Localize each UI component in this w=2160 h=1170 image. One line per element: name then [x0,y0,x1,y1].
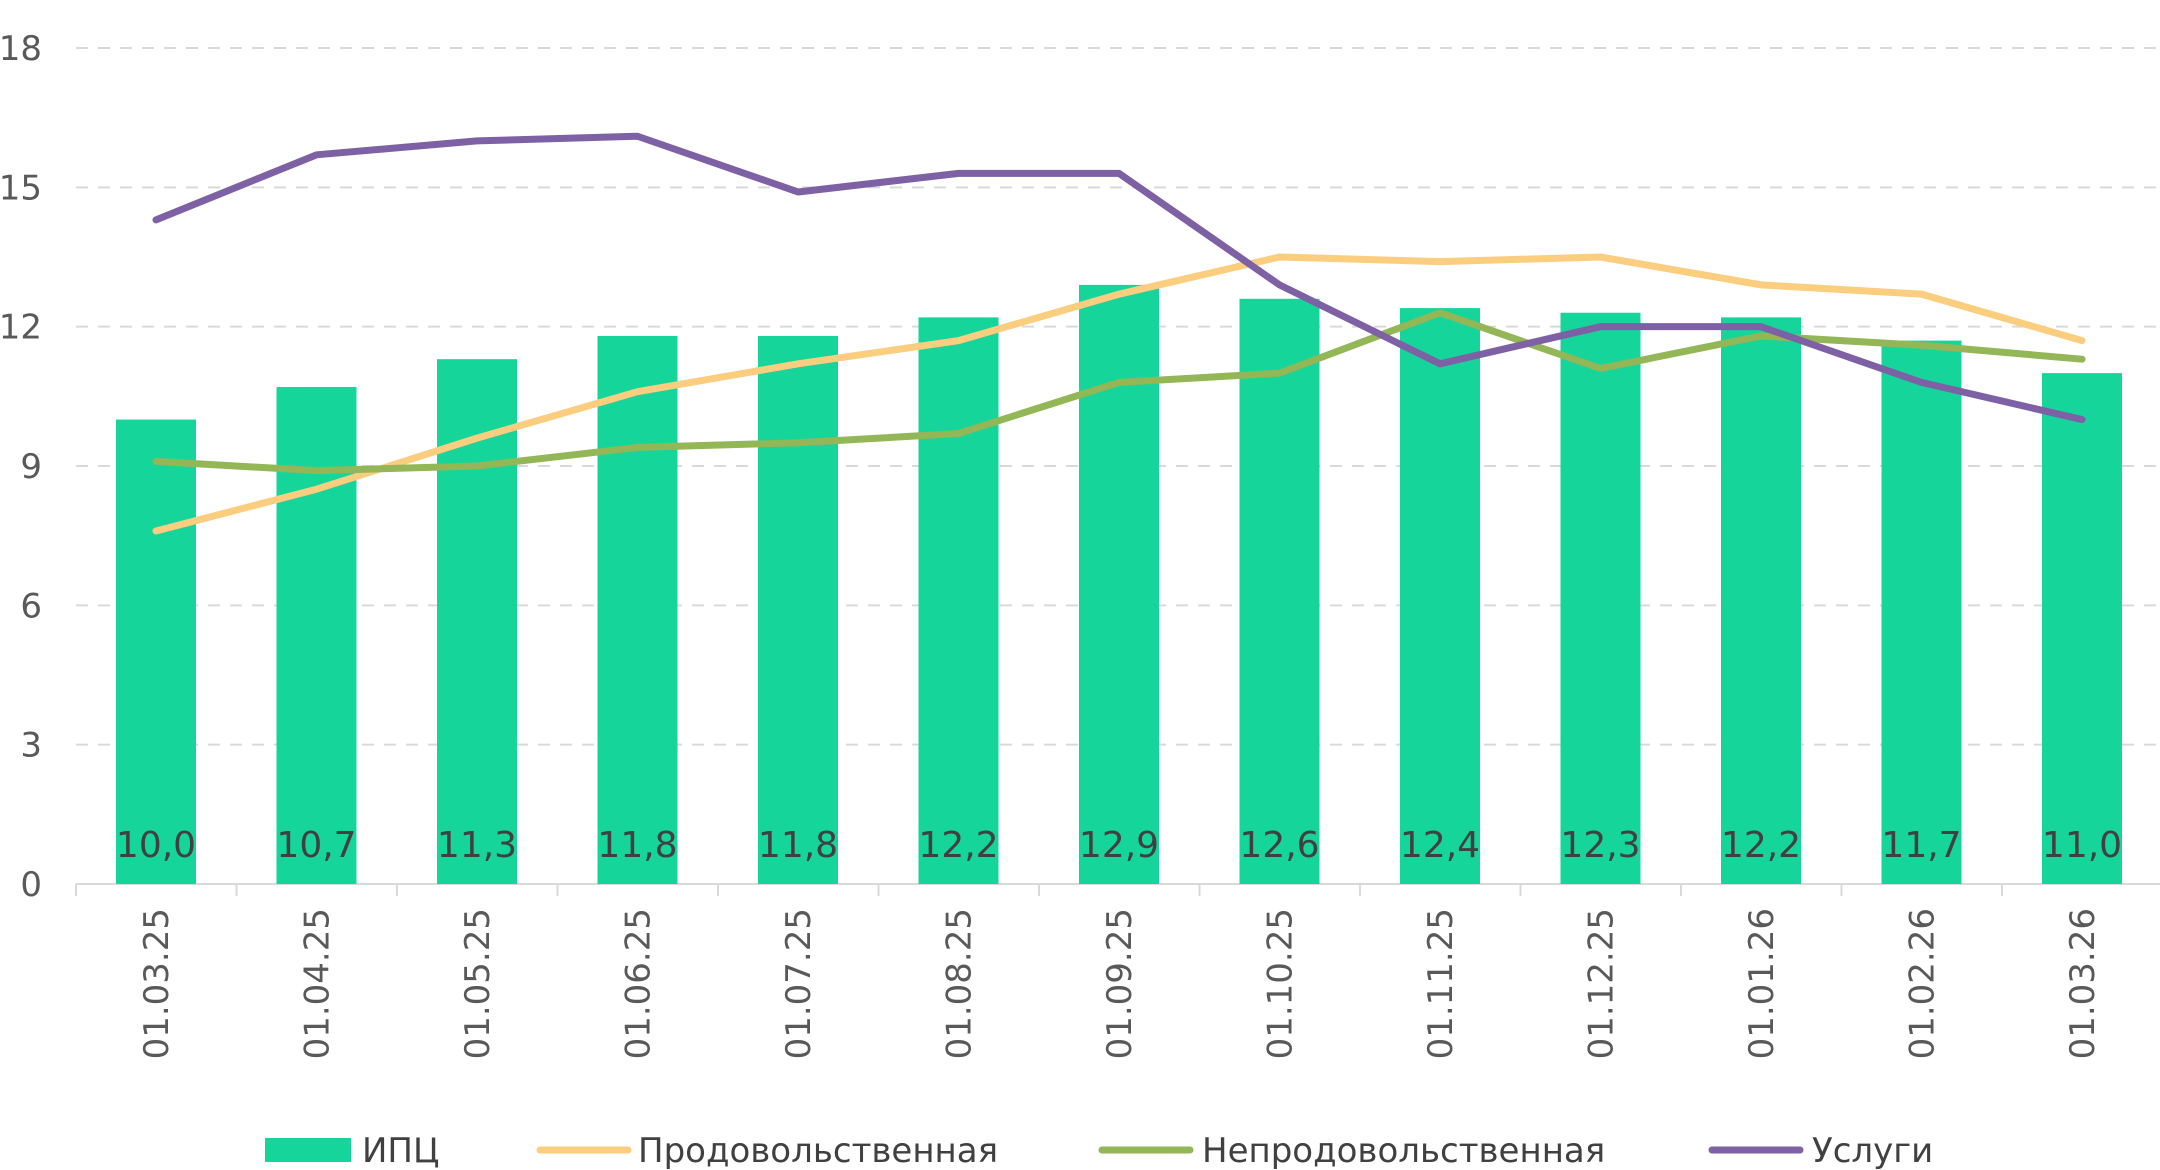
y-tick-label: 18 [0,29,42,69]
bar [276,387,357,884]
y-tick-label: 6 [20,586,42,626]
y-tick-label: 9 [20,447,42,487]
x-tick-label: 01.02.26 [1903,908,1943,1059]
x-tick-label: 01.06.25 [619,908,659,1059]
x-tick-label: 01.11.25 [1421,908,1461,1059]
axes: 0 3 6 9 12 15 18 01.03.25 01.04.25 01.05.25 01.06.… [0,29,2160,1059]
x-tick-label: 01.12.25 [1582,908,1622,1059]
series-line [152,132,2086,424]
data-labels: 10,0 10,7 11,3 11,8 11,8 12,2 12,9 12,6 12,4 12,3… [116,825,2122,866]
data-label: 11,0 [2042,825,2122,866]
bar [1400,308,1480,885]
data-label: 12,9 [1079,825,1159,866]
x-tick-label: 01.08.25 [940,908,980,1059]
bar [758,335,838,884]
x-tick-label: 01.03.25 [137,908,177,1059]
legend-label: Услуги [1812,1131,1933,1170]
x-tick-label: 01.03.26 [2063,908,2103,1059]
y-tick-label: 0 [20,865,42,905]
y-tick-label: 12 [0,308,42,348]
data-label: 10,0 [116,825,196,866]
data-label: 12,2 [918,825,998,866]
data-label: 12,6 [1239,825,1319,866]
data-label: 11,3 [437,825,517,866]
data-label: 11,8 [758,825,838,866]
data-label: 12,2 [1721,825,1801,866]
bar-series-cpi [116,284,2122,885]
legend-label: ИПЦ [362,1131,439,1170]
bar [918,317,999,884]
y-tick-label: 15 [0,168,42,208]
legend-swatch [265,1138,351,1162]
x-tick-label: 01.10.25 [1261,908,1301,1059]
bar [1721,317,1801,884]
series-line [152,253,2086,535]
bar [1560,312,1641,884]
line-series [152,132,2086,535]
legend: ИПЦ Продовольственная Непродовольственная У… [265,1131,1933,1170]
data-label: 10,7 [276,825,356,866]
bar [2042,373,2122,884]
legend-label: Продовольственная [638,1131,998,1170]
bar [116,419,196,884]
x-tick-label: 01.04.25 [298,908,338,1059]
series-line [152,309,2086,475]
bar [1881,340,1962,885]
y-tick-label: 3 [20,726,42,766]
x-tick-label: 01.05.25 [458,908,498,1059]
bar [1079,284,1159,884]
legend-label: Непродовольственная [1202,1131,1605,1170]
bar [1239,298,1320,884]
data-label: 11,7 [1881,825,1961,866]
data-label: 12,3 [1560,825,1640,866]
data-label: 12,4 [1400,825,1480,866]
x-tick-label: 01.07.25 [779,908,819,1059]
x-tick-label: 01.09.25 [1100,908,1140,1059]
data-label: 11,8 [597,825,677,866]
x-tick-label: 01.01.26 [1742,908,1782,1059]
bar [597,335,678,884]
